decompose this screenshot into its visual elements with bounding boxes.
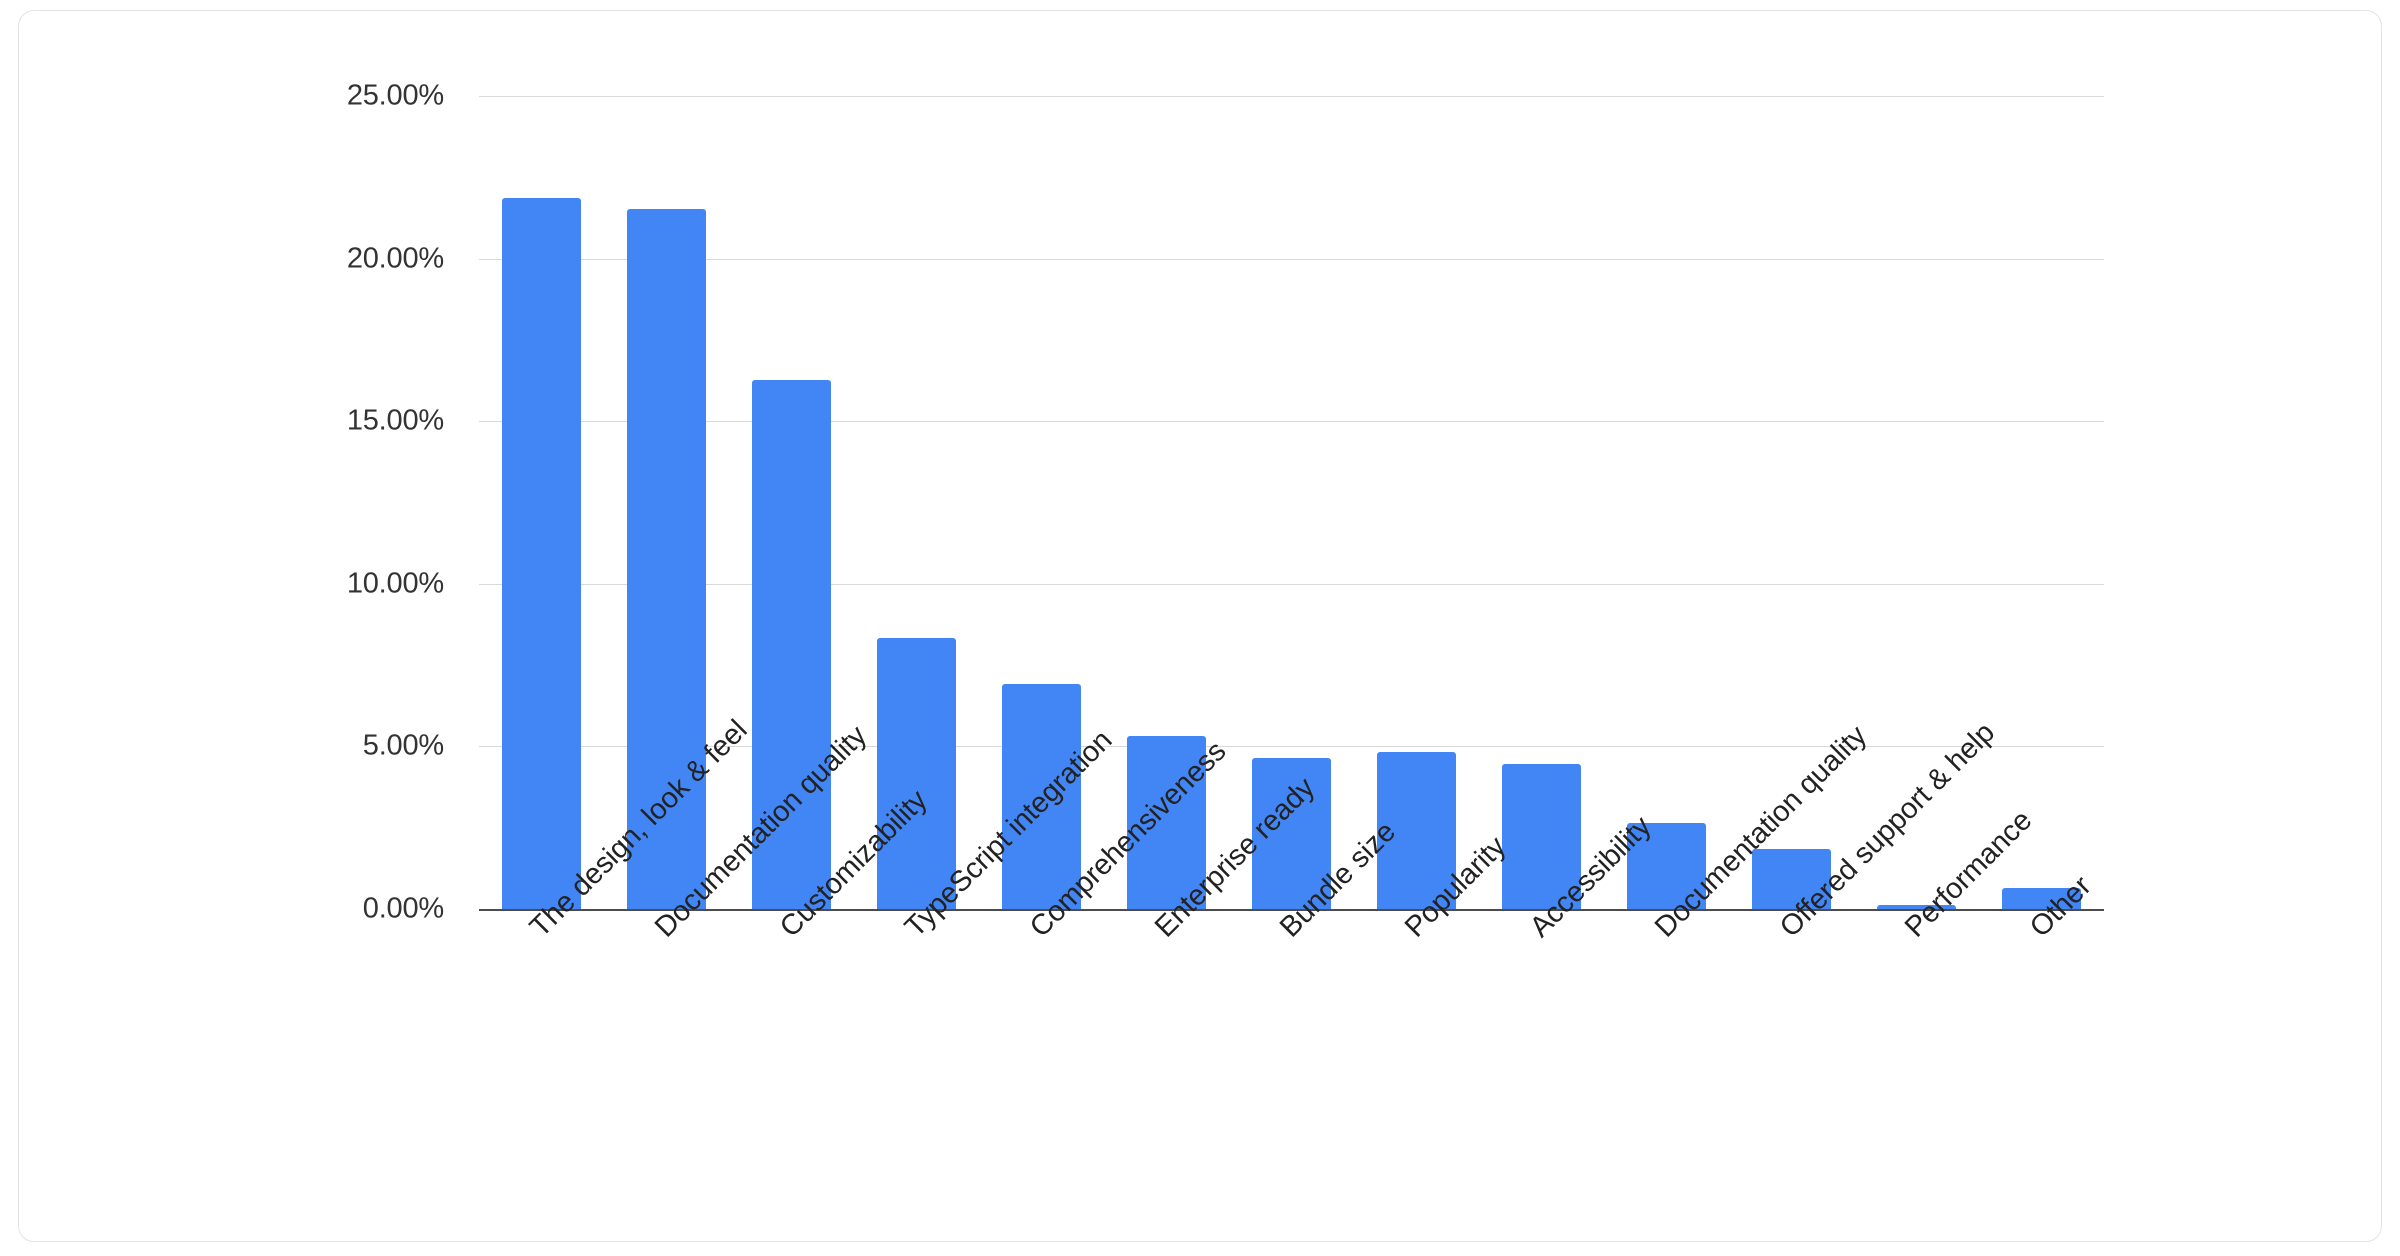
bar[interactable]: [751, 379, 832, 909]
bar[interactable]: [626, 208, 707, 909]
bar-chart: 25.00% 20.00% 15.00% 10.00% 5.00% 0.00% The d…: [19, 11, 2381, 1241]
bar-column[interactable]: [1251, 96, 1332, 909]
bar[interactable]: [1626, 822, 1707, 909]
chart-card: 25.00% 20.00% 15.00% 10.00% 5.00% 0.00% The d…: [18, 10, 2382, 1242]
bar-column[interactable]: [1001, 96, 1082, 909]
bar-column[interactable]: [1126, 96, 1207, 909]
bar[interactable]: [1876, 905, 1957, 909]
y-axis-tick-labels: 25.00% 20.00% 15.00% 10.00% 5.00% 0.00%: [244, 81, 444, 923]
gridline: [479, 258, 2104, 260]
plot-area: [479, 96, 2104, 909]
gridline: [479, 421, 2104, 423]
gridline: [479, 746, 2104, 748]
bar-column[interactable]: [2001, 96, 2082, 909]
gridline: [479, 583, 2104, 585]
bar[interactable]: [1001, 684, 1082, 909]
x-axis-line: [479, 909, 2104, 911]
bar-column[interactable]: [1501, 96, 1582, 909]
y-tick-label: 10.00%: [346, 567, 444, 600]
bar-column[interactable]: [1626, 96, 1707, 909]
bar[interactable]: [876, 637, 957, 909]
bar-column[interactable]: [876, 96, 957, 909]
y-tick-label: 25.00%: [346, 79, 444, 112]
bar[interactable]: [501, 198, 582, 909]
bar-column[interactable]: [1751, 96, 1832, 909]
bar-column[interactable]: [501, 96, 582, 909]
bar-column[interactable]: [1876, 96, 1957, 909]
bar-column[interactable]: [751, 96, 832, 909]
bar[interactable]: [1501, 764, 1582, 909]
bar[interactable]: [1251, 758, 1332, 909]
y-tick-label: 20.00%: [346, 242, 444, 275]
x-axis-tick-labels: The design, look & feel Documentation qua…: [479, 714, 2104, 1241]
bar-column[interactable]: [1376, 96, 1457, 909]
gridline: [479, 96, 2104, 97]
bar[interactable]: [2001, 887, 2082, 909]
y-tick-label: 15.00%: [346, 404, 444, 437]
bar[interactable]: [1751, 849, 1832, 909]
y-tick-label: 5.00%: [362, 729, 444, 762]
bar[interactable]: [1376, 751, 1457, 909]
bar-column[interactable]: [626, 96, 707, 909]
y-tick-label: 0.00%: [362, 892, 444, 925]
bar[interactable]: [1126, 736, 1207, 909]
